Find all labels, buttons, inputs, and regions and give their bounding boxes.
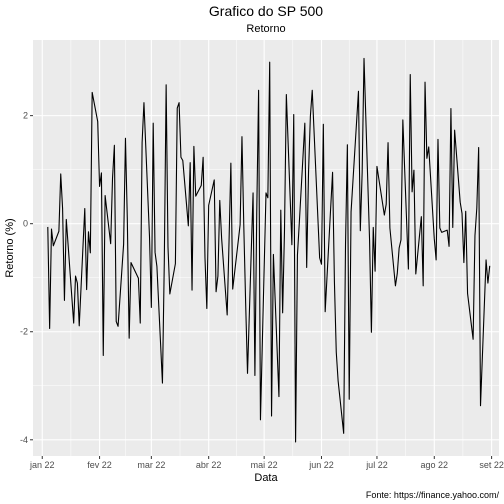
chart-subtitle: Retorno xyxy=(246,23,285,35)
x-tick-label: abr 22 xyxy=(196,460,222,470)
x-tick-label: jul 22 xyxy=(365,460,388,470)
source-caption: Fonte: https://finance.yahoo.com/ xyxy=(366,490,500,500)
y-tick-label: 0 xyxy=(23,219,28,229)
y-tick-label: -4 xyxy=(20,435,28,445)
x-tick-label: fev 22 xyxy=(87,460,112,470)
y-tick-label: -2 xyxy=(20,327,28,337)
x-tick-label: set 22 xyxy=(479,460,504,470)
x-axis: jan 22 fev 22 mar 22 abr 22 mai 22 jun 22 jul … xyxy=(29,456,504,470)
return-series-line xyxy=(47,57,491,443)
x-tick-label: ago 22 xyxy=(421,460,449,470)
panel-background xyxy=(33,40,499,456)
chart-title: Grafico do SP 500 xyxy=(209,3,323,19)
x-tick-label: jan 22 xyxy=(29,460,55,470)
series-layer xyxy=(47,57,491,443)
x-axis-title: Data xyxy=(254,472,278,484)
x-tick-label: jun 22 xyxy=(308,460,334,470)
x-tick-label: mar 22 xyxy=(137,460,165,470)
minor-gridlines xyxy=(33,40,499,456)
x-tick-label: mai 22 xyxy=(251,460,278,470)
y-axis-title: Retorno (%) xyxy=(4,218,16,277)
y-axis: -4 -2 0 2 xyxy=(20,111,33,445)
y-tick-label: 2 xyxy=(23,111,28,121)
